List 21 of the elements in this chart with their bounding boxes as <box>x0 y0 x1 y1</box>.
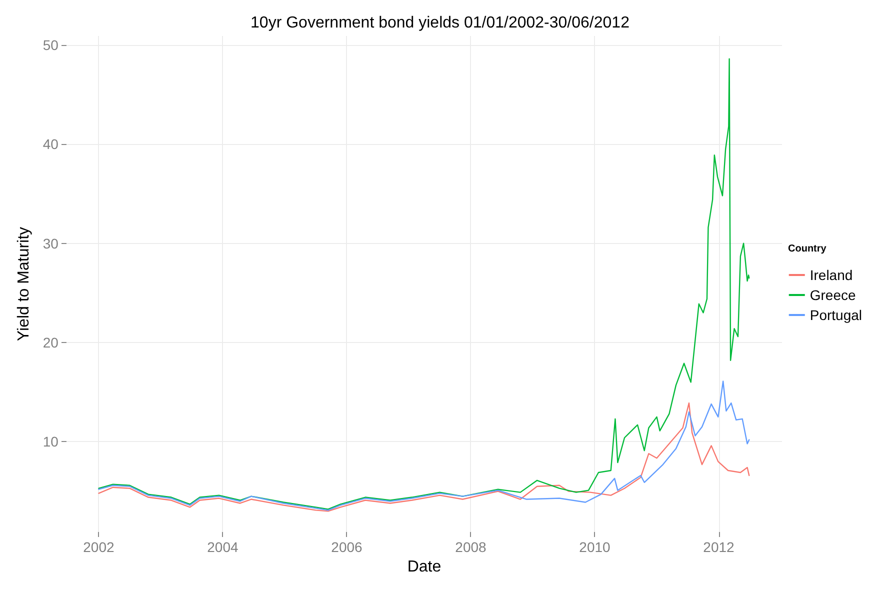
line-series <box>98 58 750 510</box>
x-tick-label: 2006 <box>331 539 363 555</box>
x-axis-title: Date <box>407 558 442 576</box>
x-tick-label: 2010 <box>579 539 611 555</box>
chart-title: 10yr Government bond yields 01/01/2002-30/06/2012 <box>250 14 630 32</box>
line-series <box>98 380 750 511</box>
y-tick-label: 10 <box>42 434 59 450</box>
y-tick-label: 50 <box>42 36 59 53</box>
legend-label: Ireland <box>810 267 853 283</box>
y-axis-title: Yield to Maturity <box>16 226 32 342</box>
x-tick-label: 2004 <box>207 539 239 555</box>
y-tick-label: 30 <box>42 235 59 252</box>
legend-title: Country <box>788 244 827 254</box>
legend-label: Greece <box>810 287 856 303</box>
y-tick-label: 40 <box>42 136 59 152</box>
y-tick-label: 20 <box>42 334 59 351</box>
x-tick-label: 2002 <box>83 539 114 555</box>
legend-label: Portugal <box>810 307 862 323</box>
x-tick-label: 2012 <box>703 539 735 555</box>
line-series <box>98 402 750 512</box>
x-tick-label: 2008 <box>455 539 487 555</box>
